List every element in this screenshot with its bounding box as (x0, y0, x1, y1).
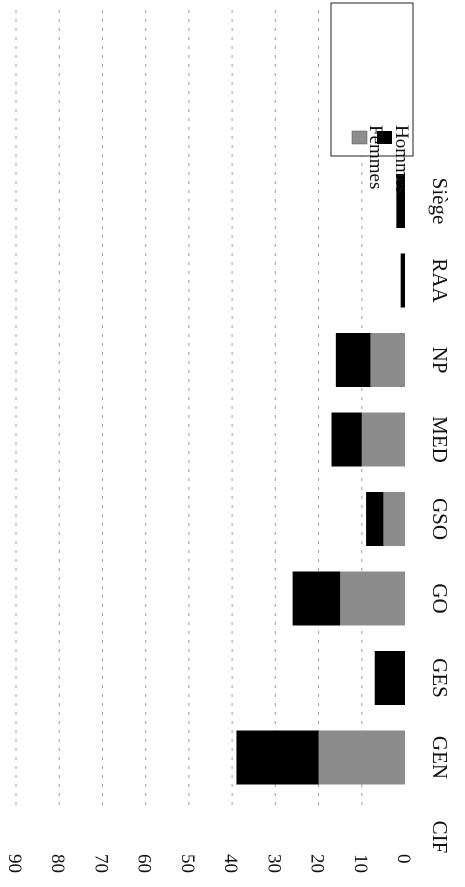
bar-gen-hommes (236, 730, 319, 785)
tick-label-30: 30 (263, 854, 284, 873)
legend-label-femmes: Femmes (365, 125, 386, 189)
bar-go-femmes (340, 571, 405, 626)
bar-gso-hommes (366, 492, 384, 546)
bar-siège-hommes (396, 174, 405, 228)
value-axis-ticks: 0 10 20 30 40 50 60 70 80 90 (4, 854, 414, 873)
gridlines (15, 10, 363, 805)
category-label-cif: CIF (428, 821, 452, 854)
bar-gen-femmes (318, 730, 405, 785)
legend-swatch-femmes (351, 130, 368, 145)
bar-raa-hommes (400, 253, 405, 308)
category-label-siège: Siège (428, 178, 452, 225)
bar-np-hommes (335, 333, 371, 387)
tick-label-90: 90 (4, 854, 25, 873)
tick-label-10: 10 (350, 854, 371, 873)
category-label-np: NP (428, 347, 452, 374)
tick-label-40: 40 (220, 854, 241, 873)
category-label-go: GO (428, 583, 452, 613)
tick-label-50: 50 (177, 854, 198, 873)
category-label-gso: GSO (428, 498, 452, 540)
bar-np-femmes (370, 333, 405, 387)
legend-swatch-hommes (377, 131, 392, 144)
category-label-raa: RAA (428, 258, 452, 303)
category-labels: CIF GEN GES GO GSO MED NP RAA Siège (428, 178, 452, 854)
category-label-gen: GEN (428, 736, 452, 779)
tick-label-0: 0 (393, 854, 414, 864)
bar-gso-femmes (383, 492, 405, 546)
tick-label-70: 70 (90, 854, 111, 873)
bar-ges-hommes (374, 651, 405, 705)
legend-label-hommes: Hommes (391, 125, 412, 194)
category-label-med: MED (428, 416, 452, 463)
tick-label-20: 20 (307, 854, 328, 873)
bar-med-hommes (331, 412, 362, 467)
legend-box (330, 2, 414, 157)
legend: Hommes Femmes (330, 2, 414, 194)
bar-med-femmes (361, 412, 405, 467)
category-label-ges: GES (428, 658, 452, 698)
tick-label-60: 60 (134, 854, 155, 873)
bars (236, 174, 405, 785)
bar-go-hommes (292, 571, 341, 626)
tick-label-80: 80 (47, 854, 68, 873)
